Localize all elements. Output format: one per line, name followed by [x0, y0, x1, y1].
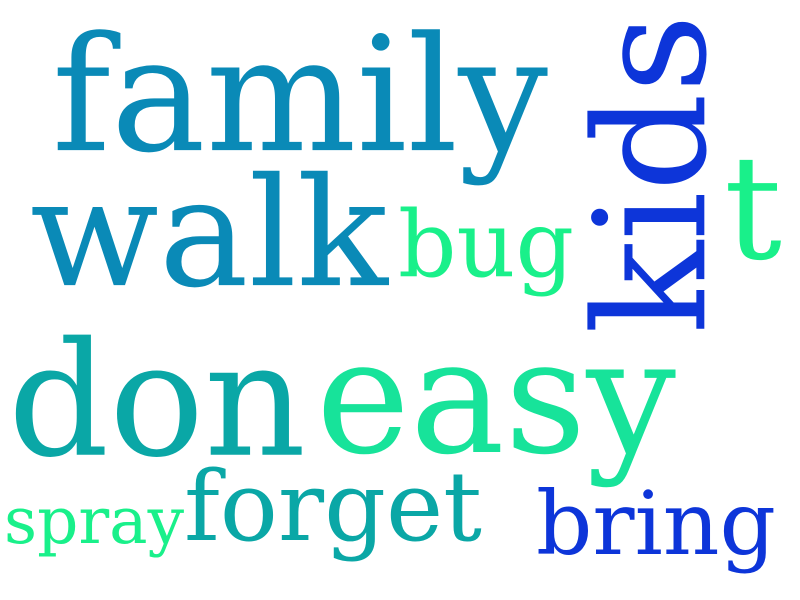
word-bug: bug — [398, 191, 574, 299]
word-spray: spray — [4, 482, 184, 559]
word-easy: easy — [316, 304, 676, 491]
word-walk: walk — [30, 145, 388, 322]
word-forget: forget — [184, 449, 482, 564]
word-bring: bring — [536, 471, 776, 576]
word-kids: kids — [561, 13, 742, 334]
word-t: t — [724, 123, 782, 293]
word-don: don — [8, 307, 306, 493]
word-family: family — [52, 2, 548, 189]
